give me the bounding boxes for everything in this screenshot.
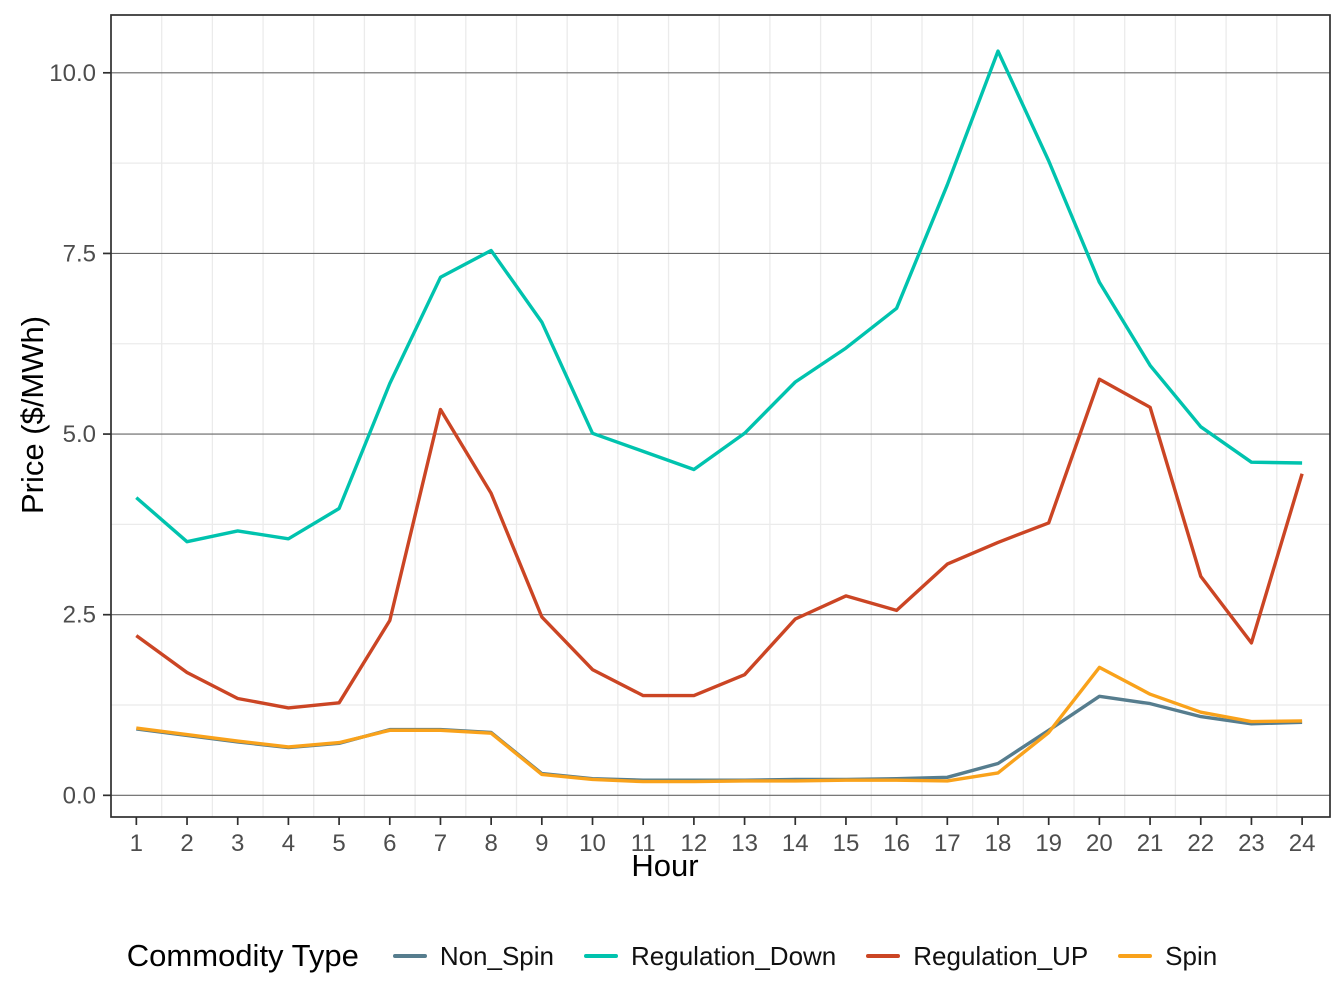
- svg-text:5: 5: [332, 830, 345, 857]
- legend-title: Commodity Type: [126, 938, 359, 973]
- svg-text:18: 18: [985, 830, 1012, 857]
- svg-text:6: 6: [383, 830, 396, 857]
- svg-text:2: 2: [180, 830, 193, 857]
- svg-text:3: 3: [231, 830, 244, 857]
- svg-text:17: 17: [934, 830, 961, 857]
- x-axis-title: Hour: [631, 848, 699, 883]
- svg-text:5.0: 5.0: [63, 421, 96, 448]
- svg-text:8: 8: [484, 830, 497, 857]
- svg-text:10.0: 10.0: [49, 60, 96, 87]
- svg-text:23: 23: [1238, 830, 1265, 857]
- spin-key-line-icon: [1118, 954, 1153, 958]
- legend-label: Spin: [1165, 940, 1218, 971]
- svg-text:11: 11: [631, 830, 656, 857]
- legend-label: Non_Spin: [439, 940, 555, 971]
- svg-text:20: 20: [1086, 830, 1113, 857]
- svg-text:15: 15: [833, 830, 860, 857]
- non-spin-key-line-icon: [392, 954, 427, 958]
- svg-text:12: 12: [681, 830, 708, 857]
- svg-text:19: 19: [1035, 830, 1062, 857]
- legend-label: Regulation_UP: [913, 940, 1089, 971]
- svg-text:22: 22: [1187, 830, 1214, 857]
- svg-text:10: 10: [579, 830, 606, 857]
- svg-text:16: 16: [883, 830, 910, 857]
- legend-item-spin: Spin: [1118, 941, 1217, 972]
- svg-text:24: 24: [1289, 830, 1316, 857]
- svg-text:9: 9: [535, 830, 548, 857]
- legend-item-regulation-down: Regulation_Down: [584, 941, 836, 972]
- svg-text:21: 21: [1137, 830, 1164, 857]
- svg-text:14: 14: [782, 830, 809, 857]
- legend-label: Regulation_Down: [631, 940, 837, 971]
- svg-text:4: 4: [282, 830, 295, 857]
- svg-text:2.5: 2.5: [63, 602, 96, 629]
- legend: Commodity Type Non_Spin Regulation_Down …: [0, 928, 1344, 984]
- legend-item-non-spin: Non_Spin: [392, 940, 555, 972]
- svg-text:7.5: 7.5: [63, 240, 96, 267]
- svg-text:7: 7: [434, 830, 447, 857]
- y-axis-title: Price ($/MWh): [15, 315, 50, 515]
- svg-text:1: 1: [130, 830, 143, 857]
- regulation-down-key-line-icon: [584, 954, 619, 958]
- legend-item-regulation-up: Regulation_UP: [866, 941, 1088, 972]
- plot-panel: 1 2 3 4 5 6 7 8 9 10 11 12 13 14 15 16 17 18 19 20 21 22 23 240…: [49, 14, 1331, 857]
- regulation-up-key-line-icon: [866, 954, 901, 958]
- svg-text:13: 13: [731, 830, 758, 857]
- svg-text:0.0: 0.0: [63, 782, 96, 809]
